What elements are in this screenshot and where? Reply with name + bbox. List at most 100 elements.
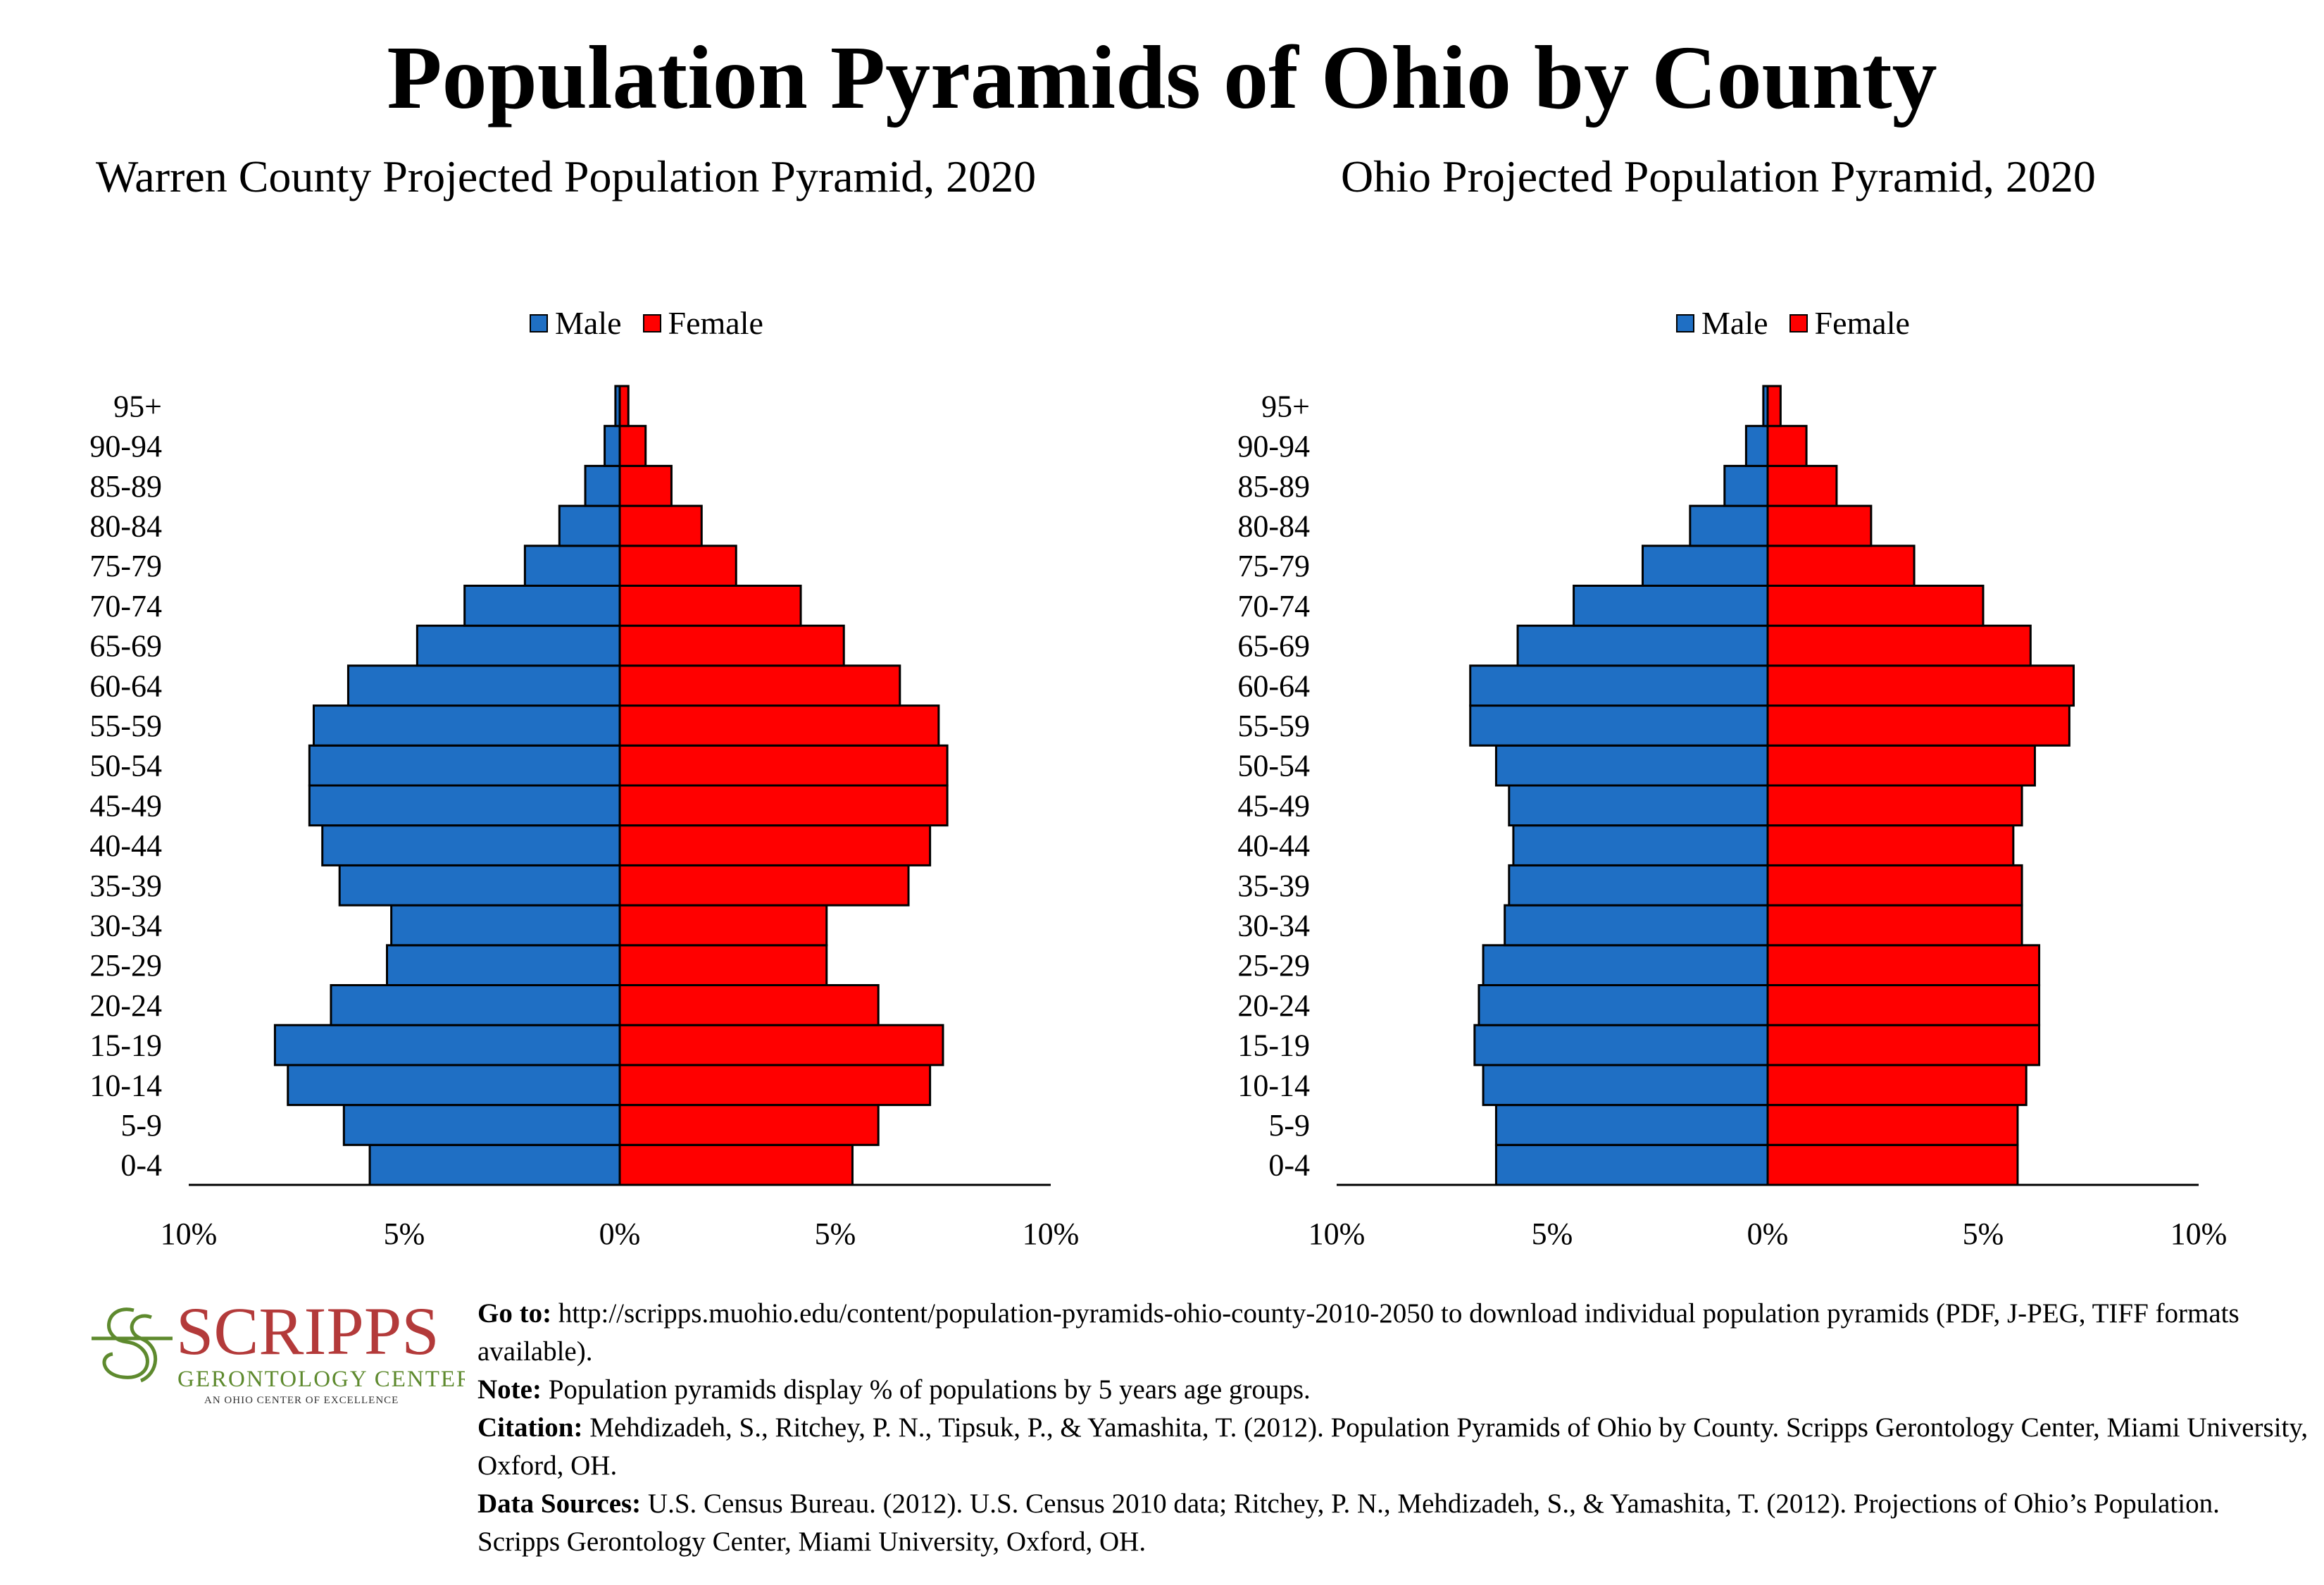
y-tick-label: 45-49	[1237, 788, 1310, 823]
y-tick-label: 60-64	[1237, 669, 1310, 703]
x-tick-label: 10%	[1308, 1217, 1366, 1251]
y-tick-label: 70-74	[89, 589, 162, 623]
note-citation-label: Citation:	[477, 1412, 583, 1443]
notes-block: Go to: http://scripps.muohio.edu/content…	[477, 1295, 2309, 1561]
bar-male-55-59	[312, 704, 621, 747]
bar-female-60-64	[1766, 664, 2075, 707]
note-sources: Data Sources: U.S. Census Bureau. (2012)…	[477, 1485, 2309, 1561]
bar-male-15-19	[273, 1024, 621, 1067]
legend-swatch-female	[642, 314, 661, 332]
bar-female-30-34	[1766, 904, 2023, 947]
bar-female-30-34	[618, 904, 828, 947]
bar-male-55-59	[1469, 704, 1769, 747]
bar-male-20-24	[330, 984, 621, 1026]
bar-male-85-89	[584, 464, 621, 507]
x-tick-label: 5%	[815, 1217, 856, 1251]
y-tick-label: 65-69	[1237, 629, 1310, 664]
bar-male-40-44	[1512, 824, 1769, 866]
y-tick-label: 50-54	[1237, 749, 1310, 783]
bar-female-20-24	[1766, 984, 2041, 1026]
bar-male-90-94	[1744, 425, 1769, 467]
bar-female-25-29	[1766, 944, 2041, 986]
bar-female-15-19	[618, 1024, 944, 1067]
bar-male-50-54	[308, 744, 621, 787]
bar-male-20-24	[1478, 984, 1769, 1026]
swirl-icon	[92, 1307, 173, 1383]
scripps-logo-mark: SCRIPPS GERONTOLOGY CENTER AN OHIO CENTE…	[92, 1293, 472, 1406]
bar-female-85-89	[1766, 464, 1838, 507]
logo-name: SCRIPPS	[176, 1293, 439, 1369]
bar-female-55-59	[1766, 704, 2070, 747]
legend-warren: Male Female	[530, 299, 785, 348]
note-citation: Citation: Mehdizadeh, S., Ritchey, P. N.…	[477, 1409, 2309, 1485]
note-goto-label: Go to:	[477, 1298, 552, 1329]
bar-male-0-4	[1494, 1143, 1769, 1186]
y-tick-label: 20-24	[89, 988, 162, 1023]
bar-female-80-84	[618, 504, 703, 547]
chart-title-ohio: Ohio Projected Population Pyramid, 2020	[1341, 151, 2096, 201]
bar-female-10-14	[618, 1064, 932, 1107]
y-tick-label: 5-9	[120, 1108, 162, 1143]
bar-female-5-9	[618, 1104, 880, 1146]
bar-male-5-9	[1494, 1104, 1769, 1146]
legend-label-female: Female	[1814, 305, 1910, 341]
y-tick-label: 15-19	[1237, 1028, 1310, 1063]
y-tick-label: 0-4	[1268, 1148, 1310, 1183]
bar-female-95+	[618, 385, 630, 428]
bar-male-65-69	[1516, 624, 1769, 667]
y-tick-label: 60-64	[89, 669, 162, 703]
bar-female-60-64	[618, 664, 901, 707]
bar-female-90-94	[618, 425, 647, 467]
y-tick-label: 75-79	[1237, 549, 1310, 583]
y-tick-label: 30-34	[1237, 908, 1310, 943]
main-title: Population Pyramids of Ohio by County	[387, 27, 1937, 128]
bar-male-35-39	[1508, 864, 1769, 907]
y-tick-label: 25-29	[89, 948, 162, 983]
bar-female-65-69	[1766, 624, 2032, 667]
y-tick-label: 80-84	[89, 509, 162, 543]
y-tick-label: 90-94	[1237, 429, 1310, 464]
note-note-label: Note:	[477, 1374, 542, 1405]
bar-female-55-59	[618, 704, 940, 747]
bar-female-65-69	[618, 624, 845, 667]
bar-male-45-49	[308, 784, 621, 827]
bar-female-80-84	[1766, 504, 1873, 547]
bar-female-35-39	[618, 864, 910, 907]
bar-male-50-54	[1494, 744, 1769, 787]
y-tick-label: 50-54	[89, 749, 162, 783]
bar-male-60-64	[346, 664, 621, 707]
bar-female-35-39	[1766, 864, 2023, 907]
y-tick-label: 35-39	[89, 869, 162, 903]
bar-male-25-29	[386, 944, 621, 986]
x-tick-label: 5%	[1532, 1217, 1573, 1251]
y-tick-label: 20-24	[1237, 988, 1310, 1023]
bar-female-75-79	[618, 545, 737, 588]
x-tick-label: 0%	[1747, 1217, 1789, 1251]
y-tick-label: 15-19	[89, 1028, 162, 1063]
y-tick-label: 0-4	[120, 1148, 162, 1183]
note-note: Note: Population pyramids display % of p…	[477, 1371, 2309, 1409]
logo-subtitle: GERONTOLOGY CENTER	[177, 1367, 465, 1392]
legend-item-female: Female	[1789, 299, 1910, 348]
bar-female-75-79	[1766, 545, 1916, 588]
y-tick-label: 25-29	[1237, 948, 1310, 983]
y-tick-label: 35-39	[1237, 869, 1310, 903]
bar-female-50-54	[618, 744, 949, 787]
y-tick-label: 85-89	[89, 469, 162, 504]
y-tick-label: 95+	[113, 389, 162, 423]
note-sources-label: Data Sources:	[477, 1488, 642, 1519]
bar-female-90-94	[1766, 425, 1808, 467]
y-tick-label: 40-44	[1237, 828, 1310, 863]
bar-male-25-29	[1482, 944, 1769, 986]
bar-male-60-64	[1469, 664, 1769, 707]
bar-male-30-34	[1504, 904, 1769, 947]
y-tick-label: 10-14	[89, 1068, 162, 1102]
bar-female-95+	[1766, 385, 1782, 428]
x-tick-label: 10%	[1023, 1217, 1080, 1251]
bar-female-50-54	[1766, 744, 2036, 787]
note-citation-text: Mehdizadeh, S., Ritchey, P. N., Tipsuk, …	[477, 1412, 2309, 1481]
bar-female-5-9	[1766, 1104, 2019, 1146]
x-tick-label: 10%	[161, 1217, 218, 1251]
note-goto-text: http://scripps.muohio.edu/content/popula…	[477, 1298, 2239, 1367]
legend-label-male: Male	[555, 305, 622, 341]
